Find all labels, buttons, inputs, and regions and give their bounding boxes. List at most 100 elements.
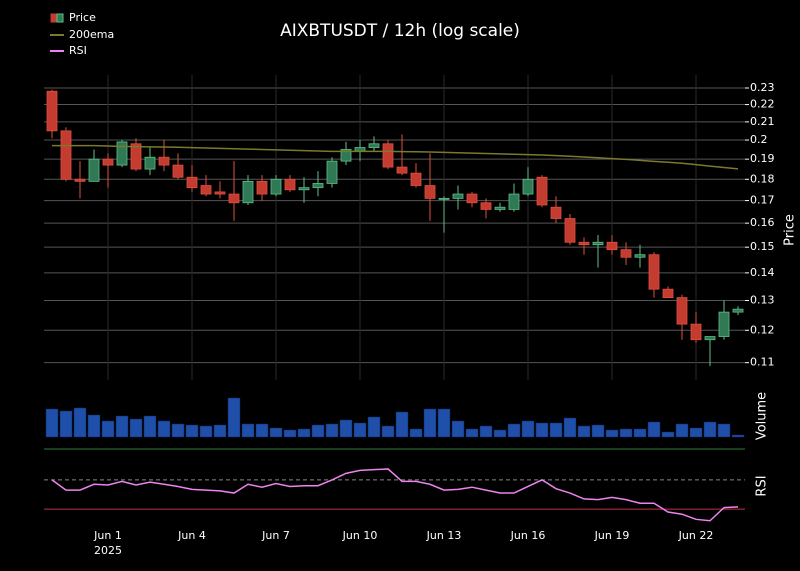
legend: Price 200ema RSI (50, 11, 114, 57)
volume-bar (577, 425, 591, 438)
volume-bar (339, 419, 353, 438)
y-tick-label: 0.12 (750, 323, 775, 336)
candle-body (578, 241, 590, 246)
volume-bar (325, 423, 339, 438)
volume-bar (353, 422, 367, 438)
candle-body (676, 297, 688, 325)
x-tick-label: Jun 10 (342, 529, 378, 542)
volume-bar (661, 431, 675, 438)
chart-title: AIXBTUSDT / 12h (log scale) (280, 21, 520, 41)
y-tick-label: 0.15 (750, 240, 775, 253)
volume-bar (283, 429, 297, 438)
candle-body (620, 249, 632, 258)
y-tick-label: 0.16 (750, 216, 775, 229)
legend-icon-up (56, 13, 64, 23)
y-tick-label: 0.13 (750, 293, 775, 306)
candle-body (438, 197, 450, 200)
y-tick-label: 0.14 (750, 266, 775, 279)
x-tick-label: Jun 7 (261, 529, 290, 542)
volume-bar (521, 420, 535, 438)
candle-body (144, 156, 156, 170)
candle-body (60, 130, 72, 180)
volume-bar (493, 429, 507, 438)
y-tick-label: 0.23 (750, 81, 775, 94)
candle-body (214, 191, 226, 195)
volume-bar (717, 423, 731, 438)
candle-body (634, 254, 646, 258)
candle-body (242, 180, 254, 204)
x-tick-label: Jun 1 (93, 529, 122, 542)
x-tick-label: Jun 22 (678, 529, 714, 542)
candle-body (690, 323, 702, 341)
volume-bar (199, 425, 213, 438)
candle-body (326, 160, 338, 184)
y-tick-label: 0.22 (750, 98, 775, 111)
volume-bar (563, 417, 577, 438)
legend-label: Price (69, 11, 96, 24)
candle-body (88, 158, 100, 182)
candle-body (396, 166, 408, 174)
volume-bar (367, 416, 381, 438)
y-tick-label: 0.11 (750, 356, 775, 369)
y-tick-label: 0.2 (750, 133, 768, 146)
legend-label: 200ema (69, 28, 114, 41)
volume-bar (269, 427, 283, 438)
volume-bar (675, 423, 689, 438)
candle-body (424, 185, 436, 199)
volume-bar (311, 424, 325, 438)
volume-bar (549, 422, 563, 438)
volume-bar (605, 429, 619, 438)
volume-bar (45, 408, 59, 438)
x-tick-year: 2025 (94, 544, 122, 557)
candle-body (662, 288, 674, 299)
candle-body (564, 218, 576, 243)
candle-body (704, 336, 716, 341)
volume-bar (241, 423, 255, 438)
candle-body (550, 206, 562, 219)
y-axis-label: Price (783, 214, 798, 246)
candle-body (508, 193, 520, 210)
volume-bar (143, 415, 157, 438)
candle-body (46, 90, 58, 132)
legend-icon-down (50, 13, 58, 23)
y-tick-label: 0.21 (750, 115, 775, 128)
volume-bar (689, 427, 703, 438)
candle-body (284, 178, 296, 191)
volume-bar (381, 425, 395, 438)
candle-body (368, 143, 380, 148)
volume-bar (731, 434, 745, 438)
y-tick-label: 0.17 (750, 194, 775, 207)
x-tick-label: Jun 16 (510, 529, 546, 542)
volume-bar (297, 428, 311, 438)
volume-bar (507, 423, 521, 438)
volume-bar (591, 424, 605, 438)
candle-body (466, 193, 478, 204)
volume-bar (227, 397, 241, 438)
candle-body (494, 206, 506, 210)
x-tick-label: Jun 13 (426, 529, 462, 542)
candle-body (340, 149, 352, 162)
candle-body (228, 193, 240, 204)
volume-bar (185, 424, 199, 438)
legend-label: RSI (69, 44, 87, 57)
candle-body (158, 156, 170, 166)
candle-body (452, 193, 464, 199)
volume-bar (157, 420, 171, 438)
candle-body (200, 185, 212, 195)
y-axis-label: RSI (755, 475, 770, 496)
volume-bar (619, 428, 633, 438)
candle-body (382, 143, 394, 168)
x-tick-label: Jun 4 (177, 529, 206, 542)
ema-line (52, 144, 739, 170)
volume-bar (703, 421, 717, 438)
volume-bar (423, 408, 437, 438)
candle-body (410, 172, 422, 186)
rsi-line (51, 468, 739, 522)
volume-bar (255, 423, 269, 438)
candle-body (270, 178, 282, 195)
volume-bar (59, 410, 73, 438)
candle-body (102, 158, 114, 166)
candle-body (536, 176, 548, 206)
volume-bar (535, 422, 549, 438)
